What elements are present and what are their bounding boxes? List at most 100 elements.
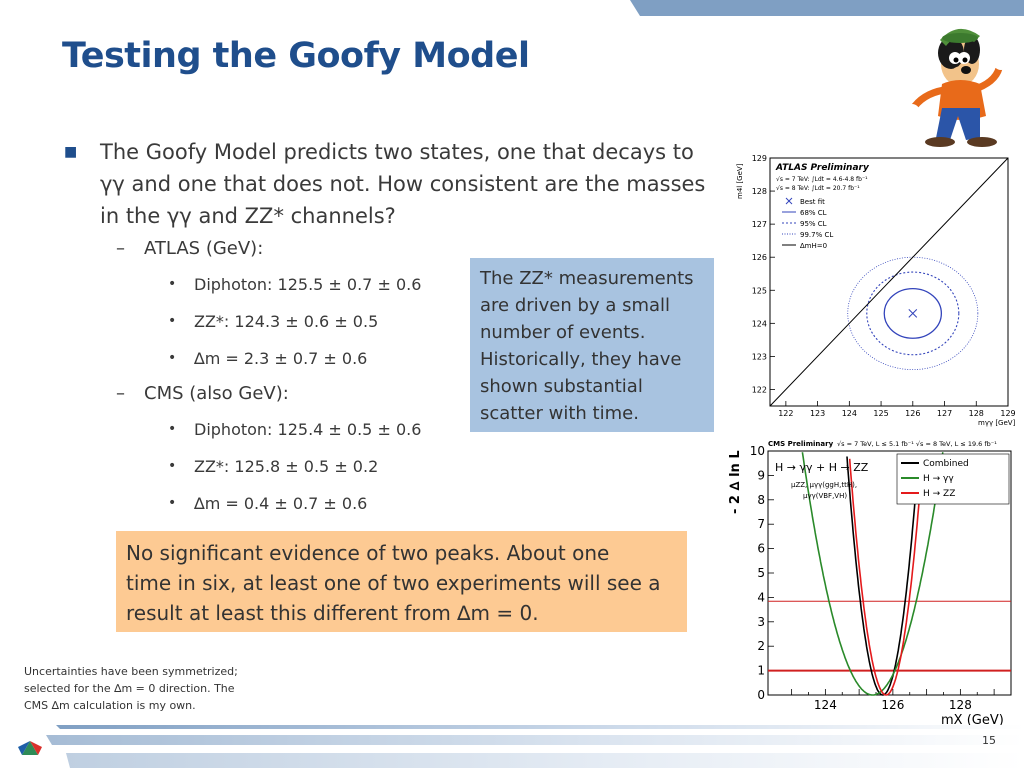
- goofy-character-icon: [904, 28, 1009, 147]
- atlas-ylabel: m4l [GeV]: [736, 163, 744, 199]
- cms-curve-h-: [801, 452, 944, 696]
- atlas-item-text: ∆m = 2.3 ± 0.7 ± 0.6: [194, 349, 368, 368]
- cms-annotation-line: μZZ, μγγ(ggH,ttH),: [791, 481, 857, 489]
- cms-y-tick-label: 3: [757, 615, 765, 629]
- atlas-legend-label: 99.7% CL: [800, 231, 833, 239]
- atlas-item: • Diphoton: 125.5 ± 0.7 ± 0.6: [64, 266, 714, 303]
- conclusion-line: time in six, at least one of two experim…: [126, 571, 661, 595]
- cms-y-tick-label: 6: [757, 542, 765, 556]
- dot-bullet-icon: •: [168, 313, 177, 329]
- atlas-item-text: ZZ*: 124.3 ± 0.6 ± 0.5: [194, 312, 379, 331]
- atlas-x-tick-label: 125: [873, 409, 888, 418]
- cms-y-tick-label: 0: [757, 688, 765, 702]
- atlas-y-tick-label: 125: [752, 286, 767, 295]
- dot-bullet-icon: •: [168, 458, 177, 474]
- cms-item-text: Diphoton: 125.4 ± 0.5 ± 0.6: [194, 420, 422, 439]
- cms-item-text: ∆m = 0.4 ± 0.7 ± 0.6: [194, 494, 368, 513]
- cms-item: • ∆m = 0.4 ± 0.7 ± 0.6: [64, 485, 714, 522]
- callout-line: The ZZ* measurements: [480, 268, 694, 289]
- footnote: Uncertainties have been symmetrized; sel…: [24, 663, 264, 714]
- cms-curve-h-zz: [848, 458, 924, 696]
- atlas-info-line: √s = 7 TeV: ∫Ldt = 4.6-4.8 fb⁻¹: [776, 176, 868, 183]
- atlas-x-tick-label: 128: [969, 409, 984, 418]
- conclusion-line: result at least this different from ∆m =…: [126, 601, 539, 625]
- atlas-plot-frame: [769, 157, 1009, 407]
- cms-item: • Diphoton: 125.4 ± 0.5 ± 0.6: [64, 411, 714, 448]
- dash-bullet-icon: –: [116, 238, 125, 259]
- atlas-legend-swatch: [785, 197, 793, 205]
- cms-plot-title: CMS Preliminary: [768, 440, 834, 448]
- atlas-item: • ∆m = 2.3 ± 0.7 ± 0.6: [64, 340, 714, 377]
- footnote-line: selected for the ∆m = 0 direction. The: [24, 682, 235, 695]
- atlas-plot-title: ATLAS Preliminary: [775, 163, 870, 173]
- conclusion-line: No significant evidence of two peaks. Ab…: [126, 541, 610, 565]
- cms-annotation-title: H → γγ + H → ZZ: [775, 461, 869, 474]
- atlas-diagonal-line: [769, 157, 1009, 407]
- footnote-line: CMS ∆m calculation is my own.: [24, 699, 196, 712]
- atlas-contour-1: [883, 287, 943, 339]
- cms-likelihood-plot: 124 126 128 0 1 2 3 4 5 6 7 8 9 10 CMS Preliminary √…: [725, 434, 1024, 734]
- atlas-y-tick-label: 127: [752, 220, 767, 229]
- cms-heading-text: CMS (also GeV):: [144, 383, 289, 404]
- atlas-y-tick-label: 128: [752, 187, 767, 196]
- callout-line: are driven by a small: [480, 295, 671, 316]
- cms-y-tick-label: 4: [757, 590, 765, 604]
- atlas-xlabel: mγγ [GeV]: [978, 419, 1016, 427]
- cms-legend-label: H → ZZ: [923, 489, 955, 499]
- atlas-legend-label: 95% CL: [800, 220, 827, 228]
- atlas-contour-2: [866, 271, 960, 356]
- cms-y-tick-label: 2: [757, 639, 765, 653]
- atlas-legend-label: Best fit: [800, 198, 825, 206]
- atlas-x-tick-label: 129: [1000, 409, 1015, 418]
- atlas-info-line: √s = 8 TeV: ∫Ldt = 20.7 fb⁻¹: [776, 185, 860, 192]
- dot-bullet-icon: •: [168, 350, 177, 366]
- bottom-decor-bar: [18, 725, 1024, 768]
- callout-line: shown substantial: [480, 376, 643, 397]
- main-bullet-line: in the γγ and ZZ* channels?: [100, 204, 396, 228]
- callout-line: scatter with time.: [480, 403, 639, 424]
- cms-x-tick-label: 128: [949, 698, 972, 712]
- cms-y-tick-label: 9: [757, 468, 765, 482]
- atlas-subheading: – ATLAS (GeV):: [64, 232, 714, 266]
- cms-legend-label: Combined: [923, 459, 969, 469]
- atlas-x-tick-label: 127: [937, 409, 952, 418]
- atlas-x-tick-label: 124: [842, 409, 857, 418]
- square-bullet-icon: ■: [64, 144, 78, 160]
- callout-line: Historically, they have: [480, 349, 682, 370]
- cms-curve-combined: [846, 456, 920, 696]
- cms-item: • ZZ*: 125.8 ± 0.5 ± 0.2: [64, 448, 714, 485]
- cms-item-text: ZZ*: 125.8 ± 0.5 ± 0.2: [194, 457, 379, 476]
- cms-xlabel: mX (GeV): [941, 713, 1004, 728]
- cms-x-tick-label: 124: [814, 698, 837, 712]
- top-decor-bar: [630, 0, 1024, 16]
- cms-legend-label: H → γγ: [923, 474, 954, 484]
- atlas-y-tick-label: 123: [752, 352, 767, 361]
- dot-bullet-icon: •: [168, 421, 177, 437]
- dot-bullet-icon: •: [168, 276, 177, 292]
- atlas-legend-label: ∆mH=0: [799, 242, 827, 250]
- atlas-y-tick-label: 122: [752, 385, 767, 394]
- cms-plot-info: √s = 7 TeV, L ≤ 5.1 fb⁻¹ √s = 8 TeV, L ≤…: [837, 440, 997, 448]
- atlas-best-fit-marker: [908, 309, 918, 318]
- page-number: 15: [982, 734, 996, 747]
- atlas-heading-text: ATLAS (GeV):: [144, 238, 264, 259]
- callout-line: number of events.: [480, 322, 646, 343]
- atlas-contour-plot: 122 123 124 125 126 127 128 129 122 123 124 125 126…: [732, 153, 1024, 431]
- cms-x-tick-label: 126: [881, 698, 904, 712]
- cms-y-tick-label: 8: [757, 493, 765, 507]
- cms-y-tick-label: 5: [757, 566, 765, 580]
- atlas-x-tick-label: 126: [905, 409, 920, 418]
- main-bullet: ■ The Goofy Model predicts two states, o…: [64, 136, 714, 232]
- cms-annotation-line: μγγ(VBF,VH): [803, 492, 847, 500]
- atlas-x-tick-label: 122: [778, 409, 793, 418]
- cms-y-tick-label: 10: [750, 444, 765, 458]
- bullet-list: ■ The Goofy Model predicts two states, o…: [64, 136, 714, 522]
- slide-title: Testing the Goofy Model: [62, 36, 530, 76]
- argonne-logo-icon: [18, 741, 42, 755]
- atlas-legend-label: 68% CL: [800, 209, 827, 217]
- footnote-line: Uncertainties have been symmetrized;: [24, 665, 238, 678]
- cms-ylabel: - 2 ∆ ln L: [728, 450, 743, 514]
- main-bullet-line: The Goofy Model predicts two states, one…: [100, 140, 694, 164]
- atlas-item: • ZZ*: 124.3 ± 0.6 ± 0.5: [64, 303, 714, 340]
- zz-callout-box: The ZZ* measurements are driven by a sma…: [470, 258, 714, 432]
